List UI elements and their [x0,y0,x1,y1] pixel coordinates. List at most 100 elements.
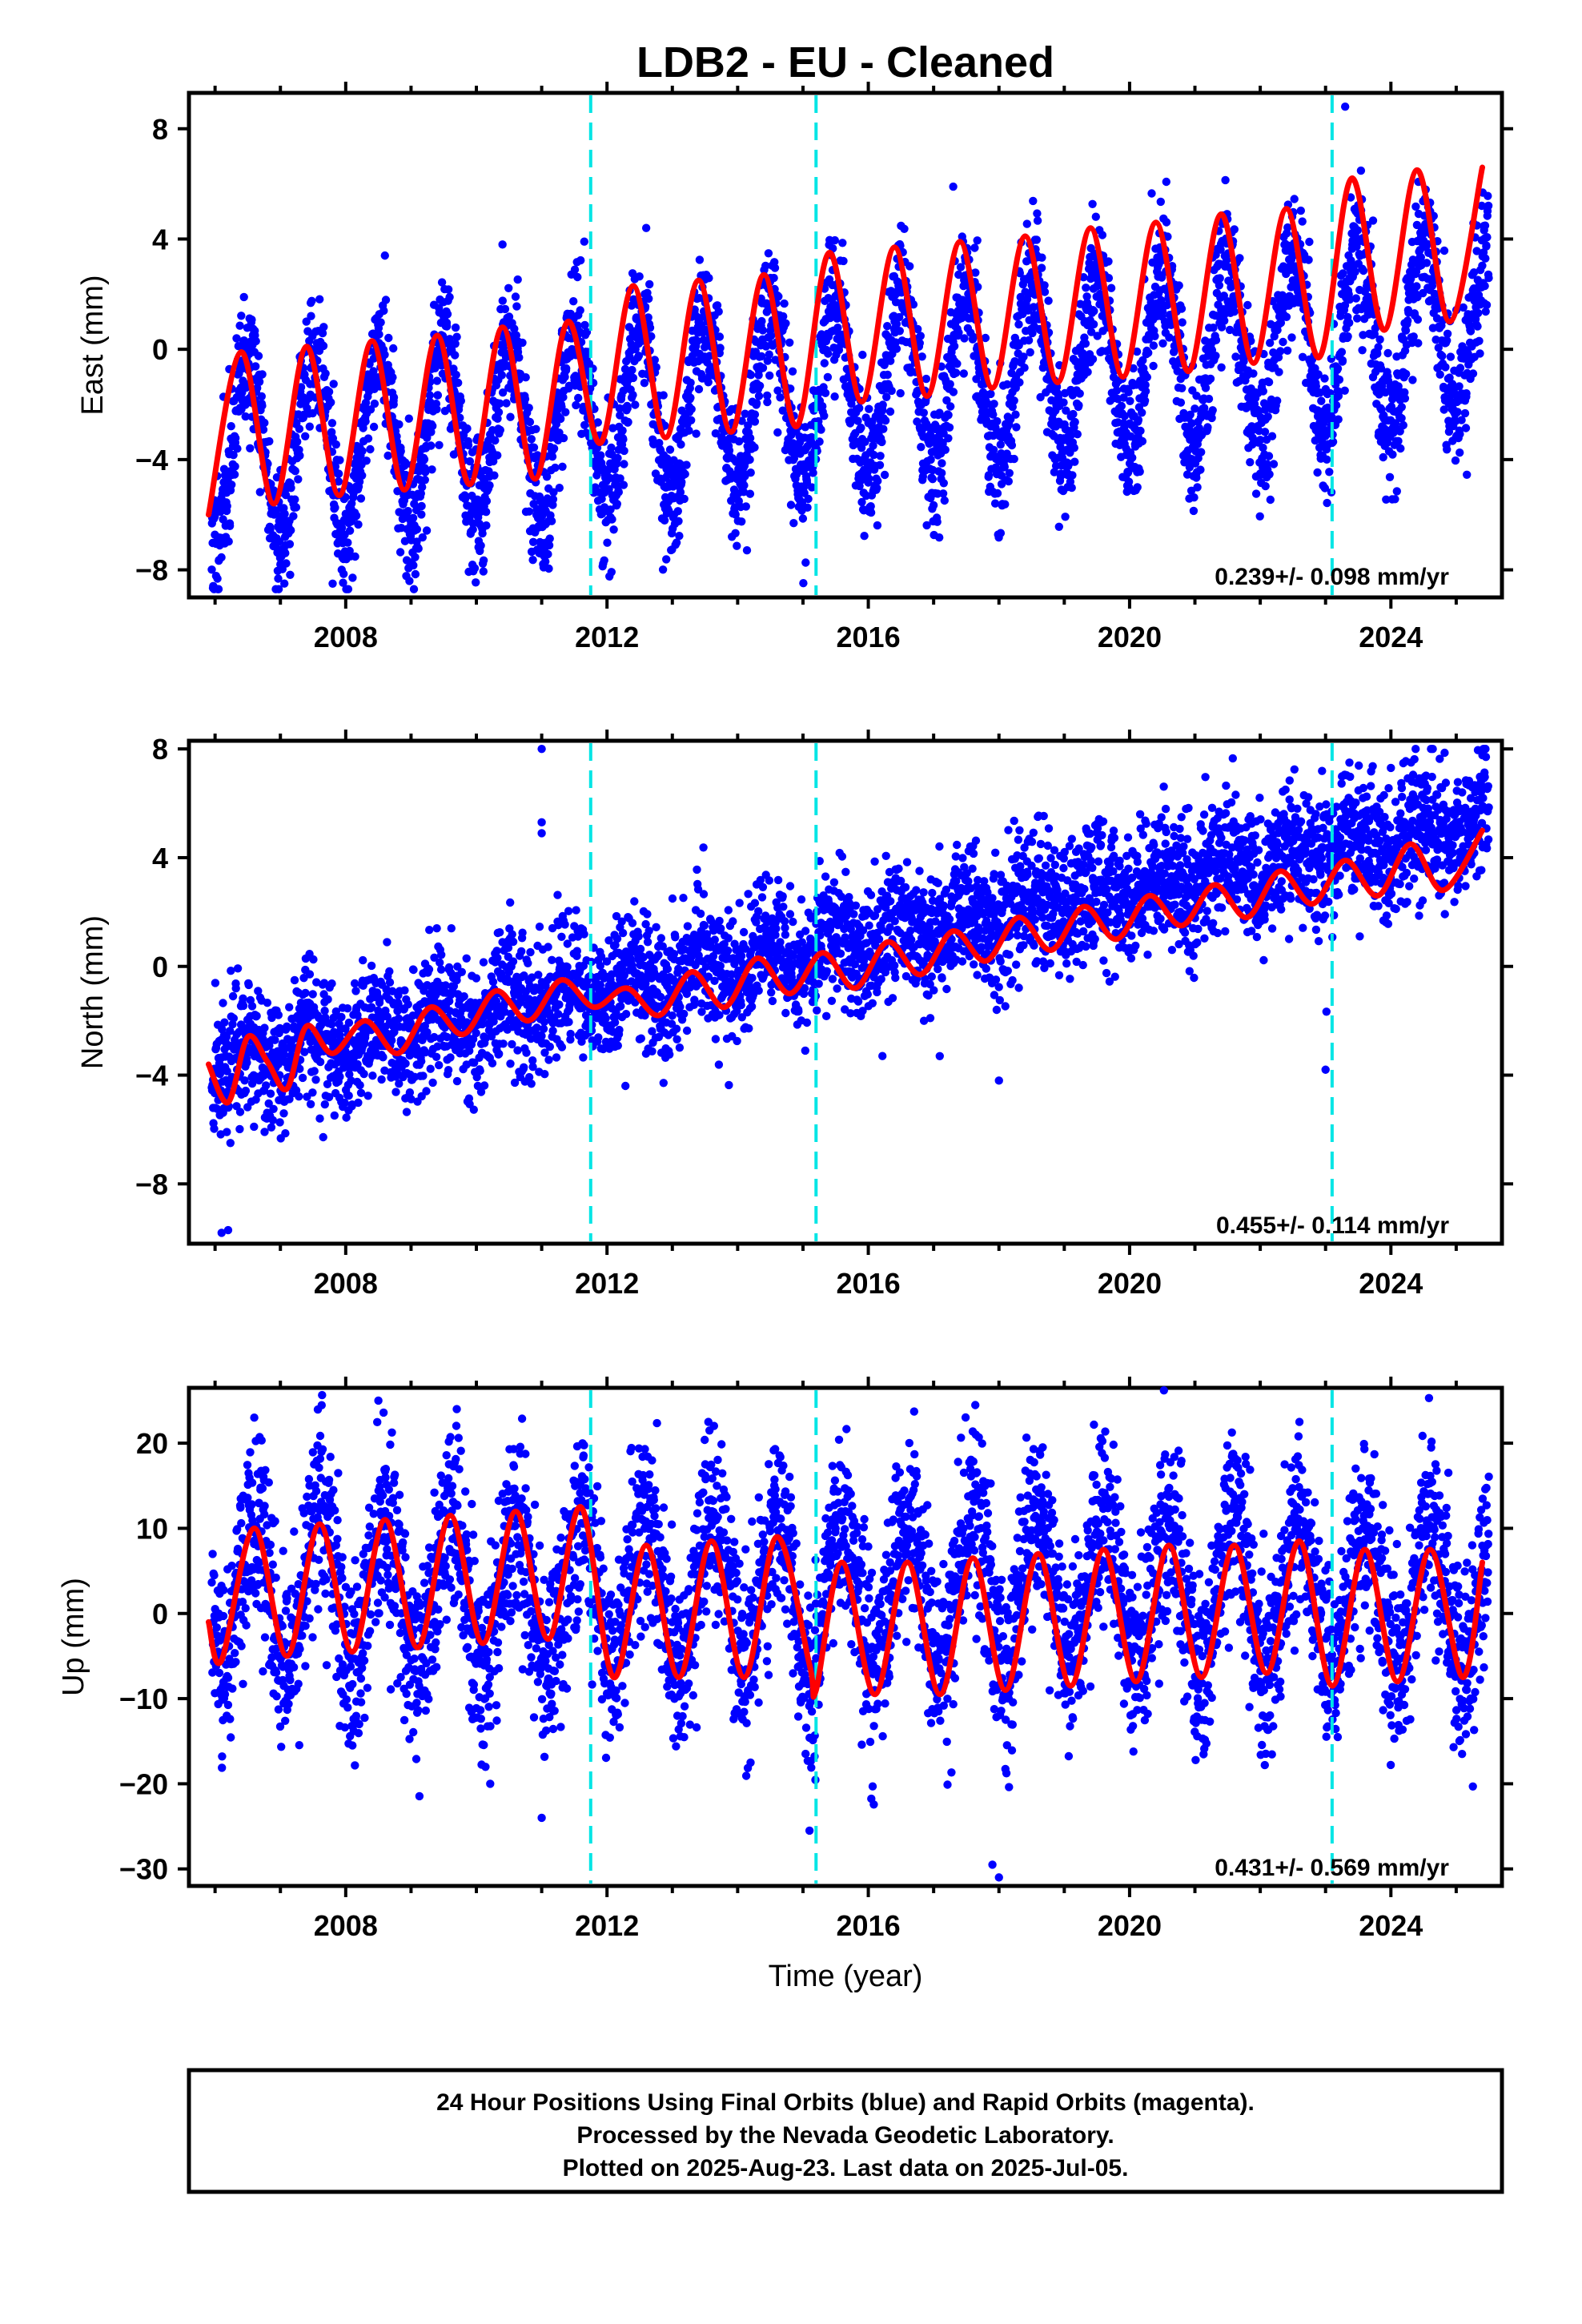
east-point [339,569,348,578]
east-point [468,525,477,534]
east-point [548,452,557,461]
east-point [905,262,914,271]
east-point [919,408,929,417]
east-x-tick-label: 2024 [1359,621,1423,653]
east-point [1358,346,1367,355]
east-point [1203,423,1212,432]
east-point [351,552,359,561]
east-point [1020,364,1029,372]
east-point [358,471,367,480]
east-point [953,360,962,368]
east-point [883,370,892,380]
north-point [311,1076,320,1084]
east-point [337,524,347,533]
east-point [731,529,740,537]
east-point [258,401,267,410]
east-point [1075,389,1084,398]
east-point [416,489,425,498]
east-point [376,318,385,327]
east-point [1335,375,1344,384]
east-point [1273,396,1282,405]
east-point [1475,336,1484,345]
east-point [716,344,725,352]
east-point [485,480,494,490]
east-point [443,310,452,319]
east-point [1480,281,1489,291]
east-point [1211,352,1220,360]
north-point [319,1132,327,1142]
east-point [1483,233,1492,242]
east-point [1287,333,1296,342]
east-point [280,579,289,588]
east-point [327,419,337,428]
east-point [1304,255,1313,264]
east-point [241,412,250,421]
east-point [695,294,704,303]
east-point [631,400,640,409]
east-point [733,541,741,550]
north-point [269,1104,278,1114]
east-point [604,485,613,493]
north-point [210,1124,219,1133]
east-point [496,399,504,408]
east-point [1206,374,1215,384]
east-point [996,529,1006,537]
east-point [1473,322,1482,331]
east-x-tick-label: 2008 [314,621,378,653]
east-point [490,471,499,480]
east-point [1261,481,1270,491]
east-point [640,379,649,388]
north-point [266,1089,275,1098]
east-point [246,444,255,452]
east-outlier-point [641,223,651,232]
north-point [262,1081,271,1090]
east-point [321,369,330,378]
east-point [1305,237,1314,247]
east-point [873,484,881,493]
east-point [1089,320,1098,329]
east-point [324,388,334,396]
east-point [1098,231,1107,239]
east-point [1088,355,1098,364]
east-point [1178,384,1186,392]
east-point [559,392,568,402]
east-point [857,423,865,432]
east-point [594,488,603,497]
east-point [331,440,340,449]
east-point [917,443,926,452]
east-point [860,532,869,541]
east-point [496,425,504,435]
east-point [770,263,780,272]
east-point [757,316,766,326]
east-point [239,292,248,302]
east-point [1466,327,1476,336]
north-point [355,1080,364,1090]
east-point [677,440,685,449]
east-point [739,488,749,497]
east-point [1142,372,1152,382]
east-point [351,511,361,521]
east-point [384,333,393,343]
east-point [307,296,316,305]
east-point [1246,458,1255,467]
east-point [582,328,592,336]
east-point [1403,316,1412,325]
east-point [1456,448,1464,457]
east-point [644,294,653,304]
east-point [234,342,243,351]
north-point [363,1092,372,1100]
east-point [1150,332,1159,340]
north-point [235,1124,244,1134]
east-point [1368,216,1378,225]
east-point [381,296,391,304]
east-point [780,299,789,308]
north-point [342,1113,351,1122]
east-point [1313,468,1322,477]
east-point [789,519,798,528]
east-point [345,526,355,535]
east-point [758,326,767,335]
east-point [1397,414,1406,423]
east-point [404,507,412,516]
east-point [427,441,436,450]
east-point [682,460,691,469]
